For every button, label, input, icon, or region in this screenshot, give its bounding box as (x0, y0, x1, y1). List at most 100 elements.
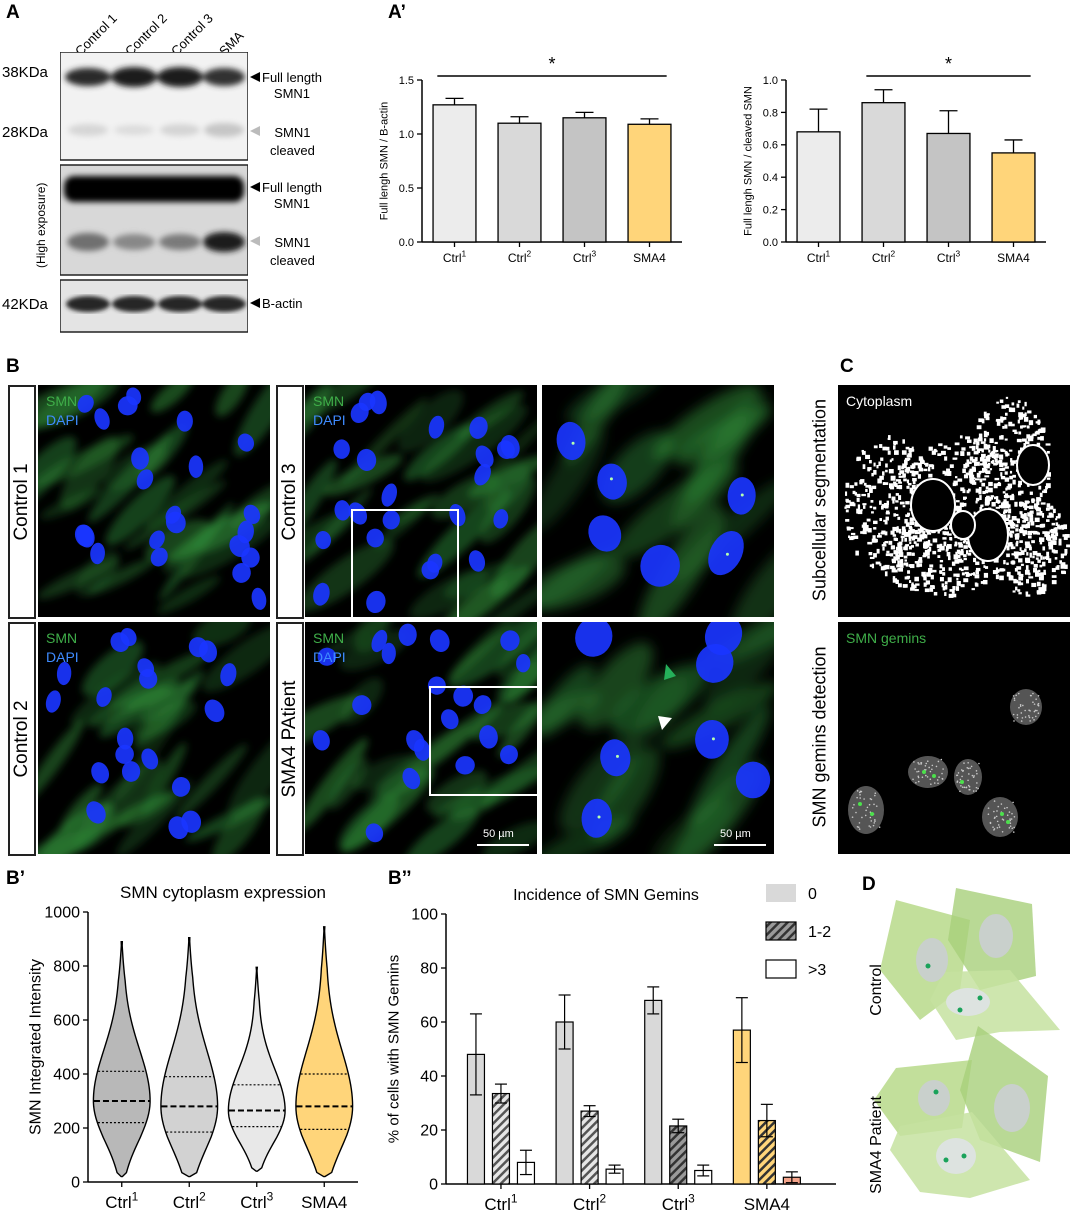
segment-pixel (927, 539, 931, 544)
nucleus-texture (976, 772, 978, 775)
nucleus-texture (869, 797, 872, 800)
segment-pixel (897, 583, 902, 588)
segment-pixel (1050, 505, 1054, 509)
nucleus-texture (874, 820, 876, 822)
segment-pixel (1045, 535, 1050, 540)
segment-pixel (869, 505, 873, 509)
nucleus (356, 448, 377, 471)
segment-pixel (1025, 558, 1031, 564)
segment-pixel (956, 549, 961, 554)
segment-pixel (1051, 580, 1057, 585)
segment-pixel (943, 445, 948, 449)
segment-pixel (999, 568, 1004, 572)
segment-pixel (898, 567, 904, 572)
nucleus-texture (1029, 710, 1031, 712)
segment-pixel (1032, 551, 1038, 556)
nucleus (982, 797, 1018, 837)
nucleus-texture (967, 784, 970, 787)
segment-pixel (1026, 425, 1030, 429)
nucleus (575, 622, 613, 657)
nucleus-texture (959, 778, 962, 781)
cytoplasm-label: Cytoplasm (846, 393, 913, 409)
segment-pixel (954, 505, 959, 511)
segment-pixel (1013, 578, 1017, 584)
nucleus (428, 415, 445, 439)
segment-pixel (1018, 573, 1023, 577)
segment-pixel (939, 559, 944, 563)
segment-pixel (965, 550, 969, 555)
segment-pixel (891, 496, 896, 501)
nucleus-texture (920, 761, 922, 764)
segment-pixel (1034, 517, 1040, 523)
nucleus-texture (928, 766, 930, 769)
x-tick-label: SMA4 (997, 251, 1030, 265)
segment-pixel (1024, 548, 1027, 552)
segment-pixel (971, 588, 975, 591)
segment-pixel (1020, 563, 1024, 566)
y-tick-label: 80 (420, 961, 438, 978)
segment-pixel (990, 495, 994, 498)
segment-pixel (955, 551, 958, 555)
segment-pixel (853, 535, 859, 540)
segment-pixel (1059, 560, 1062, 564)
legend-swatch (765, 959, 797, 979)
y-tick-label: 1.5 (399, 75, 414, 87)
segment-pixel (1019, 529, 1024, 534)
segment-pixel (1029, 511, 1033, 515)
segment-pixel (861, 449, 865, 453)
segment-pixel (1024, 441, 1030, 445)
segment-pixel (956, 577, 959, 581)
smn-cell (403, 423, 475, 481)
nucleus-texture (1022, 704, 1024, 707)
smn-cell (338, 793, 399, 852)
nucleus-texture (978, 762, 980, 765)
nucleus (96, 687, 112, 707)
nucleus-texture (878, 826, 881, 828)
segment-pixel (1029, 552, 1032, 558)
nucleus-texture (921, 776, 924, 779)
segment-pixel (1046, 503, 1051, 508)
segment-pixel (892, 576, 896, 580)
segment-pixel (969, 468, 974, 472)
segment-pixel (1013, 551, 1019, 557)
segment-pixel (1043, 489, 1048, 494)
smn-cell (192, 622, 252, 647)
nucleus (171, 776, 191, 797)
nucleus-texture (1009, 822, 1012, 825)
segment-pixel (984, 475, 990, 478)
segment-pixel (885, 469, 888, 473)
smn-cell (144, 459, 228, 531)
nucleus-texture (1036, 709, 1038, 712)
segment-pixel (1018, 412, 1024, 418)
nucleus-texture (1024, 709, 1026, 712)
segment-pixel (927, 548, 931, 552)
segment-pixel (893, 450, 899, 455)
segment-pixel (943, 532, 949, 536)
segment-pixel (887, 437, 890, 440)
nucleus (500, 435, 520, 459)
nucleus-texture (1028, 715, 1030, 717)
smn-cell (305, 459, 338, 549)
nucleus-texture (1021, 717, 1024, 719)
nucleus-texture (933, 782, 936, 784)
segment-pixel (1038, 569, 1041, 572)
segment-pixel (855, 550, 859, 556)
segment-pixel (999, 454, 1004, 460)
segment-pixel (1004, 466, 1009, 469)
segment-pixel (1009, 530, 1014, 534)
smn-cell (234, 385, 270, 457)
nucleus-texture (1020, 720, 1023, 722)
nucleus-texture (858, 822, 861, 824)
smn-cell (448, 622, 537, 688)
segment-pixel (913, 473, 916, 477)
segment-pixel (911, 485, 916, 490)
segment-pixel (986, 456, 991, 462)
segment-pixel (942, 537, 947, 540)
segment-pixel (1010, 542, 1013, 545)
segment-pixel (1025, 570, 1030, 573)
band-label-cleaved-high: SMN1 cleaved (270, 235, 315, 268)
segment-pixel (923, 544, 929, 549)
smn-cell (373, 500, 430, 549)
segment-pixel (1062, 534, 1066, 537)
segment-pixel (942, 572, 946, 576)
